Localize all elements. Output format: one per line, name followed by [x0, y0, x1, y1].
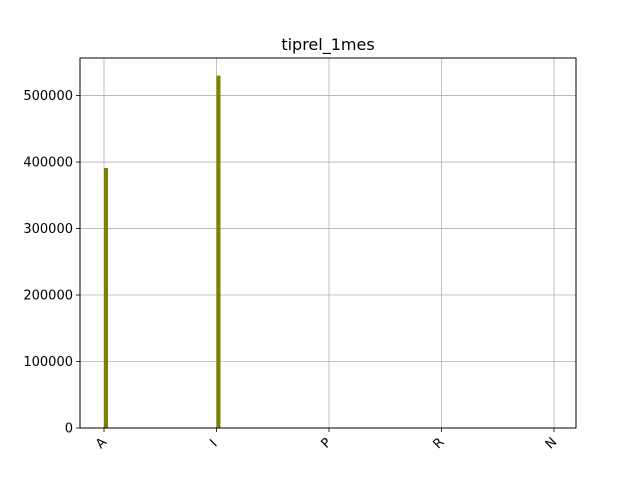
y-tick-label: 400000 [23, 156, 73, 171]
y-tick-label: 100000 [23, 355, 73, 370]
grid-lines [80, 58, 576, 429]
bar-A [104, 168, 108, 428]
y-axis: 0 100000 200000 300000 400000 500000 [23, 89, 80, 437]
y-tick-label: 0 [65, 422, 73, 437]
y-tick-label: 500000 [23, 89, 73, 104]
y-tick-label: 200000 [23, 289, 73, 304]
chart-title: tiprel_1mes [281, 35, 374, 55]
x-tick-label: A [93, 435, 110, 452]
bar-I [216, 75, 221, 428]
x-tick-label: I [207, 437, 220, 450]
x-tick-label: R [431, 435, 448, 452]
bars [104, 75, 221, 428]
plot-frame [79, 57, 577, 429]
x-tick-label: N [543, 435, 560, 452]
x-tick-label: P [318, 435, 334, 451]
y-tick-label: 300000 [23, 222, 73, 237]
